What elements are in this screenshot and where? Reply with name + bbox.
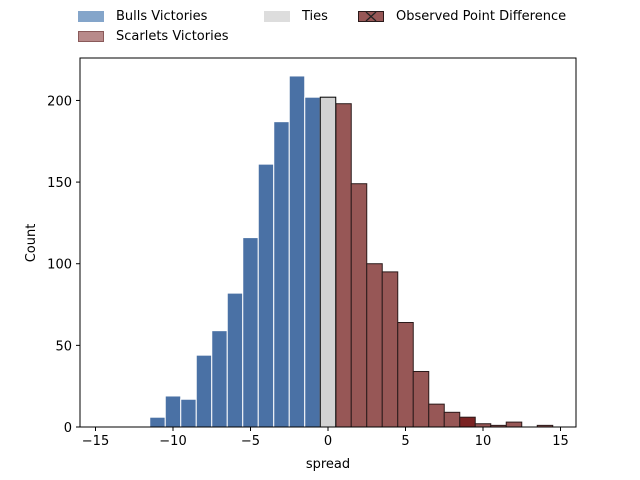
bar-scarlets-victories-7 <box>443 411 461 428</box>
y-tick-label-1: 50 <box>55 339 72 354</box>
legend-x-marker-icon <box>365 11 377 21</box>
legend-swatch-scarlets <box>78 30 104 42</box>
x-tick-label-6: 15 <box>552 434 569 449</box>
bar-bulls-victories-6 <box>242 237 259 428</box>
legend-item-ties: Ties <box>264 6 328 26</box>
bar-bulls-victories-10 <box>304 96 321 428</box>
bar-scarlets-victories-6 <box>428 403 445 428</box>
y-axis-label: Count <box>24 224 39 263</box>
legend-label-bulls: Bulls Victories <box>116 8 208 24</box>
legend-label-ties: Ties <box>302 8 328 24</box>
bar-scarlets-victories-11 <box>505 421 523 428</box>
legend-label-scarlets: Scarlets Victories <box>116 28 229 44</box>
bar-bulls-victories-5 <box>226 292 244 428</box>
bar-bulls-victories-4 <box>211 330 228 428</box>
legend-item-observed: Observed Point Difference <box>358 6 566 26</box>
bar-bulls-victories-8 <box>273 121 290 428</box>
bar-scarlets-victories-4 <box>397 322 414 428</box>
bar-scarlets-victories-5 <box>412 370 430 428</box>
bar-bulls-victories-0 <box>149 416 166 428</box>
legend-item-scarlets: Scarlets Victories <box>78 26 228 46</box>
legend: Bulls Victories Scarlets Victories Ties … <box>78 6 618 46</box>
bar-scarlets-victories-2 <box>366 263 383 428</box>
bar-bulls-victories-1 <box>164 395 182 428</box>
bar-scarlets-victories-3 <box>381 271 399 428</box>
x-tick-label-5: 10 <box>475 434 492 449</box>
x-tick-label-4: 5 <box>401 434 409 449</box>
y-tick-label-2: 100 <box>47 258 72 273</box>
bar-bulls-victories-9 <box>288 75 306 428</box>
bar-ties-0 <box>319 96 337 428</box>
legend-swatch-observed <box>358 10 384 22</box>
bar-scarlets-victories-1 <box>350 183 368 428</box>
y-tick-label-3: 150 <box>47 176 72 191</box>
x-tick-label-1: −10 <box>159 434 186 449</box>
y-tick-label-0: 0 <box>64 421 72 436</box>
bars-layer <box>149 75 554 428</box>
x-tick-label-2: −5 <box>241 434 260 449</box>
bar-scarlets-victories-0 <box>335 103 352 428</box>
x-tick-label-3: 0 <box>324 434 332 449</box>
bar-bulls-victories-3 <box>195 354 213 428</box>
bar-bulls-victories-7 <box>257 163 275 428</box>
y-tick-label-4: 200 <box>47 94 72 109</box>
x-axis-label: spread <box>306 457 350 472</box>
bar-bulls-victories-2 <box>180 398 197 428</box>
legend-swatch-ties <box>264 10 290 22</box>
legend-label-observed: Observed Point Difference <box>396 8 567 24</box>
bar-scarlets-victories-8 <box>459 416 476 428</box>
legend-swatch-bulls <box>78 10 104 22</box>
x-tick-label-0: −15 <box>82 434 109 449</box>
legend-item-bulls: Bulls Victories <box>78 6 207 26</box>
